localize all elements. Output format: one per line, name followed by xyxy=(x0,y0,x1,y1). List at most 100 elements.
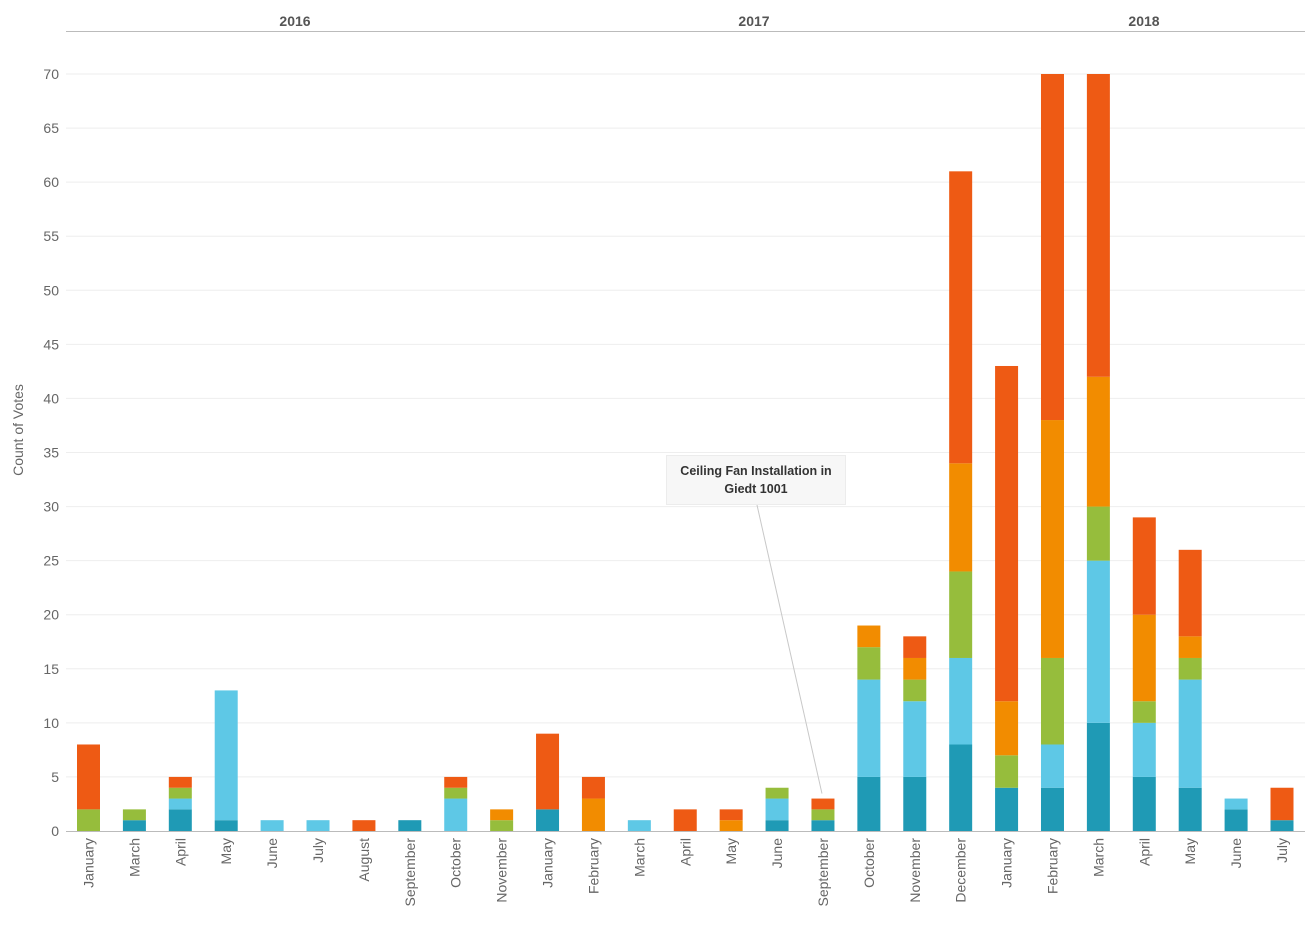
y-tick-label: 55 xyxy=(43,228,59,244)
bar-segment[interactable] xyxy=(1086,74,1110,377)
bar-segment[interactable] xyxy=(1132,722,1156,777)
bar-segment[interactable] xyxy=(536,733,560,810)
bar-segment[interactable] xyxy=(719,809,743,821)
bar-segment[interactable] xyxy=(444,787,468,799)
bar-segment[interactable] xyxy=(949,657,973,745)
y-tick-label: 5 xyxy=(51,769,59,785)
bar-segment[interactable] xyxy=(1224,798,1248,810)
x-tick-label: May xyxy=(1182,838,1198,864)
x-tick-label: July xyxy=(310,838,326,863)
bar-segment[interactable] xyxy=(444,776,468,788)
bar-segment[interactable] xyxy=(1178,636,1202,658)
bar-segment[interactable] xyxy=(168,798,192,810)
year-header-2018: 2018 xyxy=(1128,13,1159,29)
bar-segment[interactable] xyxy=(444,798,468,831)
bar-segment[interactable] xyxy=(903,701,927,777)
x-tick-label: August xyxy=(356,838,372,882)
bar-segment[interactable] xyxy=(765,820,789,831)
bar-segment[interactable] xyxy=(995,365,1019,702)
gridlines xyxy=(66,73,1305,832)
bar-segment[interactable] xyxy=(949,744,973,831)
bar-segment[interactable] xyxy=(673,809,697,831)
bar-segment[interactable] xyxy=(168,787,192,799)
bar-segment[interactable] xyxy=(627,820,651,831)
bar-segment[interactable] xyxy=(1086,722,1110,831)
bar-segment[interactable] xyxy=(1132,701,1156,723)
bar-segment[interactable] xyxy=(260,820,284,831)
bar-segment[interactable] xyxy=(765,798,789,821)
bar-segment[interactable] xyxy=(949,171,973,464)
x-tick-label: October xyxy=(448,838,464,888)
bar-segment[interactable] xyxy=(1040,420,1064,658)
bar-segment[interactable] xyxy=(214,820,238,831)
bar-segment[interactable] xyxy=(995,787,1019,831)
bar-segment[interactable] xyxy=(903,776,927,831)
bar-segment[interactable] xyxy=(1178,657,1202,680)
bar-segment[interactable] xyxy=(1270,820,1294,831)
bar-segment[interactable] xyxy=(811,809,835,821)
bar-segment[interactable] xyxy=(168,809,192,831)
bar-segment[interactable] xyxy=(857,776,881,831)
bar-segment[interactable] xyxy=(1178,679,1202,788)
bar-segment[interactable] xyxy=(1132,614,1156,702)
bar-segment[interactable] xyxy=(857,679,881,777)
bar-segment[interactable] xyxy=(1040,787,1064,831)
bar-segment[interactable] xyxy=(536,809,560,831)
bar-segment[interactable] xyxy=(1132,776,1156,831)
bar-segment[interactable] xyxy=(949,571,973,658)
bar-segment[interactable] xyxy=(995,701,1019,756)
bar-segment[interactable] xyxy=(1224,809,1248,831)
year-header-2017: 2017 xyxy=(738,13,769,29)
bar-segment[interactable] xyxy=(903,636,927,658)
bar-segment[interactable] xyxy=(903,679,927,702)
bar-segment[interactable] xyxy=(765,787,789,799)
bar-segment[interactable] xyxy=(949,463,973,572)
bar-segment[interactable] xyxy=(77,809,100,831)
bar-segment[interactable] xyxy=(903,657,927,680)
bar-segment[interactable] xyxy=(1040,74,1064,421)
annotation-tooltip[interactable]: Ceiling Fan Installation in Giedt 1001 xyxy=(666,455,846,505)
bar-segment[interactable] xyxy=(168,776,192,788)
bar-segment[interactable] xyxy=(490,809,514,821)
bar-segment[interactable] xyxy=(122,820,146,831)
bar-segment[interactable] xyxy=(1178,787,1202,831)
y-axis-title: Count of Votes xyxy=(10,384,26,476)
bar-segment[interactable] xyxy=(1086,560,1110,723)
bar-segment[interactable] xyxy=(1086,376,1110,507)
bar-segment[interactable] xyxy=(811,820,835,831)
bar-segment[interactable] xyxy=(857,625,881,648)
bar-segment[interactable] xyxy=(1178,549,1202,637)
x-tick-label: July xyxy=(1274,838,1290,863)
x-tick-label: January xyxy=(81,838,97,888)
bar-segment[interactable] xyxy=(490,820,514,831)
bar-segment[interactable] xyxy=(857,647,881,680)
x-tick-label: May xyxy=(218,838,234,864)
bar-segment[interactable] xyxy=(398,820,422,831)
bar-segment[interactable] xyxy=(306,820,330,831)
bar-segment[interactable] xyxy=(1270,787,1294,821)
y-tick-label: 45 xyxy=(43,336,59,352)
y-tick-label: 50 xyxy=(43,282,59,298)
bar-segment[interactable] xyxy=(122,809,146,821)
bar-segment[interactable] xyxy=(811,798,835,810)
bar-segment[interactable] xyxy=(214,690,238,821)
bar-segment[interactable] xyxy=(719,820,743,831)
bar-segment[interactable] xyxy=(1040,657,1064,745)
x-tick-label: September xyxy=(402,838,418,907)
x-tick-label: April xyxy=(172,838,188,866)
bar-segment[interactable] xyxy=(995,755,1019,788)
y-tick-label: 15 xyxy=(43,661,59,677)
annotation-text: Ceiling Fan Installation in Giedt 1001 xyxy=(680,464,832,496)
bar-segment[interactable] xyxy=(1086,506,1110,561)
x-tick-label: April xyxy=(1136,838,1152,866)
y-tick-label: 10 xyxy=(43,715,59,731)
bar-segment[interactable] xyxy=(77,744,100,810)
bar-segment[interactable] xyxy=(352,820,376,831)
year-headers: 2016 2017 2018 xyxy=(66,13,1305,32)
x-tick-label: December xyxy=(953,838,969,903)
bar-segment[interactable] xyxy=(1132,517,1156,615)
bar-segment[interactable] xyxy=(581,776,605,799)
bar-segment[interactable] xyxy=(581,798,605,831)
bar-segment[interactable] xyxy=(1040,744,1064,788)
y-tick-label: 65 xyxy=(43,120,59,136)
